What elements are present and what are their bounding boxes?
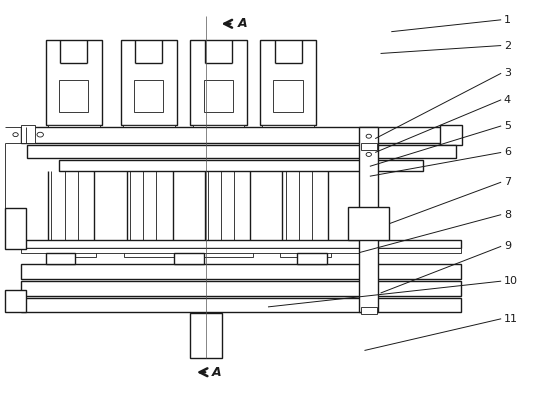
Bar	[21, 127, 461, 143]
Text: 9: 9	[504, 241, 511, 251]
Text: 6: 6	[504, 147, 511, 158]
Bar	[21, 240, 461, 248]
Bar	[21, 248, 461, 253]
Bar	[361, 307, 377, 314]
Bar	[260, 40, 316, 125]
Bar	[59, 80, 88, 112]
Bar	[273, 80, 303, 112]
Text: 11: 11	[504, 314, 518, 324]
Text: 5: 5	[504, 121, 511, 131]
Bar	[262, 125, 314, 132]
Bar	[202, 248, 253, 257]
Bar	[46, 248, 96, 257]
Text: 7: 7	[504, 177, 511, 187]
Bar	[21, 264, 461, 279]
Bar	[174, 253, 204, 264]
Bar	[280, 248, 331, 257]
Bar	[359, 127, 378, 312]
Text: 4: 4	[504, 95, 511, 105]
Bar	[59, 160, 423, 171]
Bar	[123, 125, 175, 132]
Bar	[21, 125, 35, 143]
Circle shape	[366, 134, 371, 138]
Text: A: A	[237, 17, 247, 30]
Bar	[192, 125, 244, 132]
Circle shape	[366, 152, 371, 156]
Circle shape	[37, 132, 43, 137]
Bar	[121, 40, 177, 125]
Bar	[124, 248, 175, 257]
Bar	[190, 40, 247, 125]
Bar	[361, 143, 377, 150]
Bar	[134, 80, 163, 112]
Bar	[27, 145, 456, 158]
Bar	[5, 290, 26, 312]
Bar	[5, 208, 26, 249]
Text: 3: 3	[504, 68, 511, 78]
Bar	[190, 313, 222, 358]
Bar	[46, 40, 102, 125]
Bar	[46, 253, 75, 264]
Circle shape	[13, 133, 18, 137]
Text: 1: 1	[504, 15, 511, 25]
Text: 10: 10	[504, 276, 518, 286]
Bar	[48, 125, 100, 132]
Bar	[440, 125, 462, 145]
Text: A: A	[212, 366, 222, 379]
Bar	[297, 253, 327, 264]
Bar	[21, 281, 461, 296]
Text: 2: 2	[504, 40, 511, 51]
Bar	[348, 207, 389, 240]
Text: 8: 8	[504, 209, 511, 220]
Bar	[21, 298, 461, 312]
Bar	[204, 80, 233, 112]
